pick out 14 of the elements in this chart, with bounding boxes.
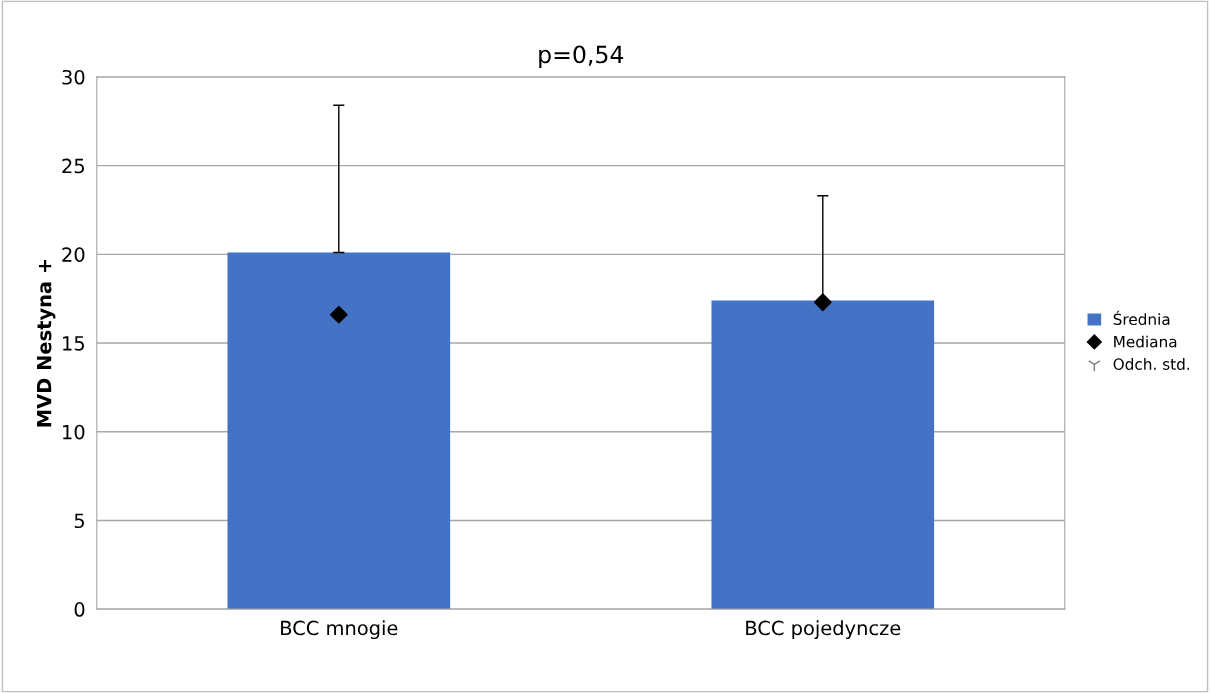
x-tick-label: BCC mnogie xyxy=(281,620,398,640)
text: Odch. std. xyxy=(1113,358,1190,370)
legend-label: Średnia xyxy=(1113,310,1170,326)
y-tick-label: 25 xyxy=(62,158,84,174)
y-axis-title: MVD Nestyna + xyxy=(37,259,56,427)
chart-title: p=0,54 xyxy=(539,45,624,68)
legend-label: Mediana xyxy=(1114,335,1177,348)
y-tick-label: 30 xyxy=(62,69,85,85)
y-tick-label: 20 xyxy=(62,247,85,262)
y-tick-label: 15 xyxy=(63,336,84,351)
y-tick-label: 10 xyxy=(63,424,85,440)
x-tick-label: BCC pojedyncze xyxy=(746,620,901,640)
y-tick-label: 0 xyxy=(74,602,85,617)
y-tick-label: 5 xyxy=(74,513,84,529)
